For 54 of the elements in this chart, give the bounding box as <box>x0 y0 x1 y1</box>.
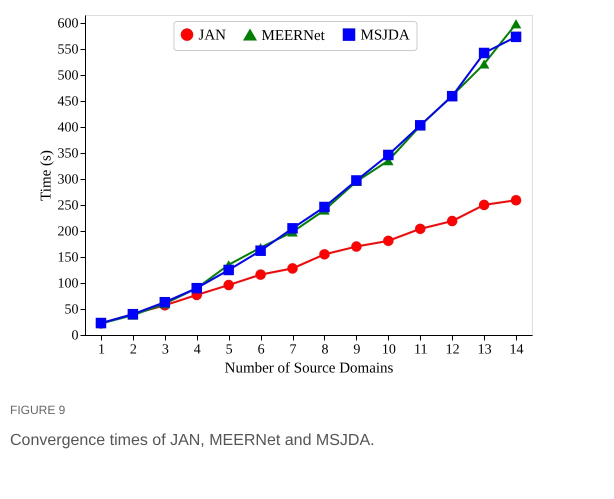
point <box>478 48 490 58</box>
point <box>223 264 234 276</box>
legend-label: JAN <box>198 28 226 44</box>
y-tick-label: 150 <box>58 250 78 266</box>
y-tick-label: 500 <box>58 68 78 84</box>
x-axis-title: Number of Source Domains <box>224 360 394 376</box>
point <box>383 150 394 160</box>
x-tick-label: 14 <box>510 342 524 358</box>
point <box>478 200 490 210</box>
x-tick-label: 4 <box>194 342 201 358</box>
y-tick-label: 450 <box>58 94 78 110</box>
x-tick-label: 1 <box>98 342 105 358</box>
y-tick-label: 200 <box>58 224 78 240</box>
point <box>255 245 266 256</box>
y-tick-label: 50 <box>64 302 78 318</box>
text: Convergence times of JAN, MEERNet and MSJDA. <box>10 432 375 449</box>
point <box>383 236 394 246</box>
point <box>351 241 362 252</box>
x-tick-label: 8 <box>321 342 328 358</box>
point <box>160 296 170 308</box>
y-axis-title: Time (s) <box>38 150 54 201</box>
y-tick-label: 0 <box>72 328 78 344</box>
x-tick-label: 13 <box>478 342 492 358</box>
point <box>287 263 298 274</box>
caption: FIGURE 9 <box>10 403 66 417</box>
x-tick-label: 11 <box>414 342 428 358</box>
x-tick-label: 3 <box>162 342 169 358</box>
legend-label: MSJDA <box>360 28 410 44</box>
point <box>319 249 330 260</box>
x-tick-label: 6 <box>258 342 265 358</box>
point <box>287 223 298 234</box>
x-tick-label: 10 <box>382 342 396 358</box>
y-tick-label: 600 <box>58 16 78 32</box>
point <box>255 269 266 280</box>
y-tick-label: 300 <box>58 172 78 188</box>
y-tick-label: 550 <box>58 42 78 58</box>
point <box>223 280 234 290</box>
x-tick-label: 2 <box>130 342 137 358</box>
point <box>319 202 330 212</box>
y-tick-label: 100 <box>58 276 78 292</box>
point <box>478 59 490 68</box>
x-tick-label: 5 <box>226 342 233 358</box>
x-tick-label: 12 <box>446 342 460 358</box>
point <box>510 19 522 28</box>
point <box>415 224 426 234</box>
x-tick-label: 7 <box>290 342 297 358</box>
y-tick-label: 400 <box>58 120 78 136</box>
point <box>510 195 522 206</box>
y-tick-label: 250 <box>58 198 78 214</box>
y-tick-label: 350 <box>58 146 78 162</box>
x-tick-label: 9 <box>353 342 360 358</box>
legend-label: MEERNet <box>262 28 326 44</box>
point <box>446 216 458 226</box>
point <box>510 32 522 42</box>
